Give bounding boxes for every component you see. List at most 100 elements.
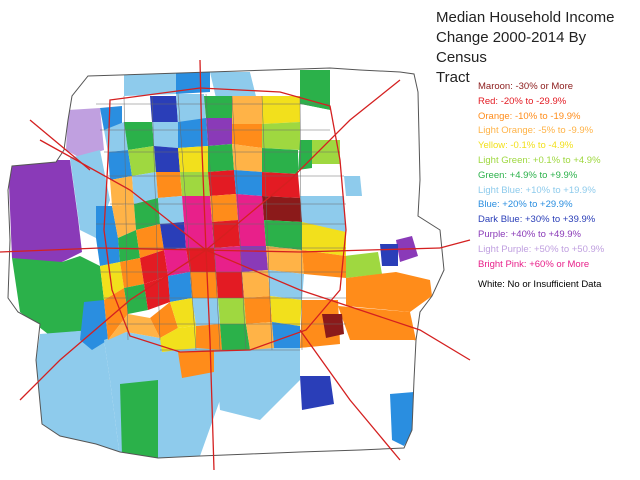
legend: Maroon: -30% or More Red: -20% to -29.9% O…: [478, 80, 638, 292]
tract-core-k: [140, 250, 168, 284]
tract-mid-b: [128, 146, 156, 176]
legend-item: Green: +4.9% to +9.9%: [478, 169, 578, 181]
tract-east-white: [340, 150, 420, 240]
tract-inner-nw-blue: [100, 106, 122, 130]
tract-south-s: [246, 322, 274, 350]
tract-south-u: [178, 350, 214, 378]
tract-inner-u: [210, 194, 238, 222]
tract-core-e: [184, 222, 214, 248]
tract-east-darkblue: [380, 244, 398, 266]
tract-southeast-orange-b: [338, 306, 416, 344]
tract-mid-c: [154, 146, 180, 172]
tract-inner-q: [112, 204, 136, 238]
tract-inner-v: [236, 194, 264, 220]
tract-far-west-purple: [8, 160, 82, 262]
tract-inner-n-lightorange: [232, 96, 262, 124]
tract-north-lightblue-a: [124, 72, 176, 96]
tract-mid-n: [234, 170, 262, 196]
tract-south-t: [272, 322, 300, 348]
legend-item: Orange: -10% to -19.9%: [478, 110, 581, 122]
tract-core-a: [96, 238, 120, 266]
tract-south-j: [150, 302, 178, 338]
tract-south-a: [104, 288, 128, 340]
tract-southeast-maroon: [322, 314, 344, 338]
tract-west-green: [12, 256, 104, 334]
tract-inner-n-darkblue: [150, 96, 178, 124]
legend-item: Bright Pink: +60% or More: [478, 258, 590, 270]
legend-item: Yellow: -0.1% to -4.9%: [478, 140, 574, 152]
tract-south-p: [160, 326, 196, 352]
tract-south-r: [220, 324, 250, 350]
tract-inner-w: [262, 196, 302, 222]
tract-core-l: [164, 248, 190, 276]
tract-south-l: [192, 298, 220, 326]
tract-core-p: [266, 246, 304, 274]
tract-mid-m: [208, 170, 236, 196]
tract-core-h: [264, 220, 302, 250]
legend-item: Purple: +40% to +49.9%: [478, 228, 581, 240]
highway-south-east-b: [299, 329, 401, 461]
highway-southeast: [205, 249, 471, 361]
tract-inner-ne-white: [300, 104, 332, 140]
tract-ring-b: [124, 122, 154, 150]
tract-core-j: [120, 258, 144, 288]
tract-south-q: [196, 324, 222, 350]
legend-item: Light Green: +0.1% to +4.9%: [478, 154, 601, 166]
tract-south-n: [244, 296, 272, 324]
tract-south-h: [268, 270, 304, 300]
highway-east-west: [0, 247, 441, 253]
tract-southeast-orange: [346, 272, 432, 312]
tract-west-inner-blue: [96, 206, 118, 238]
legend-item: Red: -20% to -29.9%: [478, 95, 567, 107]
tract-south-east-lightblue: [214, 340, 300, 420]
tract-mid-g: [262, 148, 298, 174]
tract-ring-a: [104, 122, 128, 152]
legend-item: Light Blue: +10% to +19.9%: [478, 184, 596, 196]
tract-inner-n-white: [122, 98, 152, 122]
highway-far-northwest: [29, 119, 91, 171]
tract-inner-n-lightblue: [176, 94, 206, 122]
tract-south-g: [242, 270, 270, 298]
tract-core-b: [118, 230, 140, 262]
tract-south-m: [218, 298, 246, 324]
outer-belt: [103, 87, 347, 353]
tract-core-q: [302, 250, 346, 278]
tract-southeast-darkblue: [300, 376, 334, 410]
tract-ring-g: [262, 122, 300, 150]
legend-no-data-note: White: No or Insufficient Data: [478, 279, 602, 291]
tract-mid-i: [110, 176, 134, 206]
tract-south-o: [270, 296, 302, 326]
tract-south-green: [120, 380, 158, 458]
highway-northwest: [39, 139, 207, 251]
highways: [0, 59, 471, 471]
tract-ring-h: [298, 140, 312, 170]
highway-southwest: [19, 249, 207, 401]
tract-east-lightblue-a: [344, 176, 362, 196]
tract-northwest-lightpurple: [66, 108, 104, 158]
tract-ring-e: [206, 118, 232, 146]
tract-mid-k: [156, 172, 182, 198]
tract-far-southeast-blue: [390, 392, 414, 446]
tract-south-f: [216, 272, 244, 298]
legend-item: Dark Blue: +30% to +39.9%: [478, 214, 596, 226]
county-outline: [7, 67, 445, 459]
tract-mid-a: [108, 150, 132, 180]
tract-mid-f: [232, 144, 262, 172]
tract-inner-n-yellow: [262, 96, 300, 124]
tract-mid-d: [178, 146, 208, 172]
tract-polygons: [8, 68, 444, 458]
tract-core-i: [100, 262, 124, 300]
tract-east-lightgreen: [344, 252, 382, 278]
tract-south-k: [170, 298, 196, 328]
tract-inner-x: [302, 222, 346, 256]
highway-east-stub: [439, 239, 471, 249]
tract-inner-r: [134, 198, 160, 230]
tract-inner-n-green: [204, 96, 232, 118]
tract-core-m: [186, 248, 216, 272]
tract-ring-c: [152, 122, 178, 148]
legend-items: Maroon: -30% or More Red: -20% to -29.9% O…: [478, 80, 638, 272]
tract-south-c: [144, 276, 170, 310]
tract-mid-h: [298, 164, 344, 196]
